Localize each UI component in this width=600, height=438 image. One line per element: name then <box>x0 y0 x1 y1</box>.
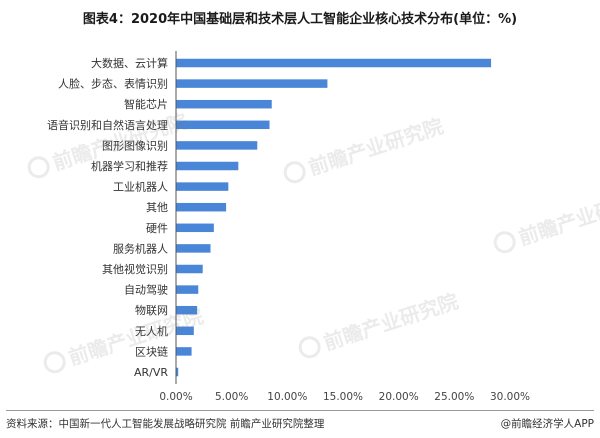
x-tick-label: 25.00% <box>434 391 474 403</box>
bar <box>176 182 229 191</box>
bar <box>176 99 272 109</box>
bar <box>176 58 492 68</box>
x-tick-label: 5.00% <box>215 391 248 403</box>
bar <box>176 161 239 171</box>
bar <box>176 202 227 212</box>
category-label: 语音识别和自然语言处理 <box>47 118 168 132</box>
x-tick-label: 20.00% <box>379 391 419 403</box>
footer-divider <box>6 410 594 411</box>
bars-group <box>176 58 492 377</box>
x-tick-label: 15.00% <box>323 391 363 403</box>
category-label: 服务机器人 <box>113 241 168 255</box>
category-label: 硬件 <box>146 222 168 235</box>
bar <box>176 120 270 130</box>
bar <box>176 305 198 315</box>
bar <box>176 326 194 336</box>
category-label: 区块链 <box>135 344 168 358</box>
bar <box>176 223 214 233</box>
x-tick-labels-group: 0.00% 5.00% 10.00% 15.00% 20.00% 25.00% 30.00% <box>159 391 530 403</box>
category-label: 自动驾驶 <box>124 283 168 297</box>
bar-chart: 大数据、云计算人脸、步态、表情识别智能芯片语音识别和自然语言处理图形图像识别机器… <box>47 51 530 403</box>
category-label: 图形图像识别 <box>102 139 168 152</box>
bar <box>176 264 203 274</box>
category-label: 人脸、步态、表情识别 <box>58 77 168 91</box>
category-label: AR/VR <box>134 366 168 379</box>
x-tick-label: 10.00% <box>267 391 307 403</box>
category-label: 其他视觉识别 <box>102 262 168 276</box>
category-label: 智能芯片 <box>124 97 168 111</box>
chart-title: 图表4：2020年中国基础层和技术层人工智能企业核心技术分布(单位：%) <box>82 12 518 27</box>
category-label: 大数据、云计算 <box>91 56 168 70</box>
bar <box>176 244 211 253</box>
bar <box>176 285 199 294</box>
category-label: 其他 <box>146 201 168 214</box>
x-tick-label: 0.00% <box>159 391 192 403</box>
category-label: 无人机 <box>135 324 168 338</box>
bar <box>176 141 258 150</box>
bar <box>176 367 179 377</box>
bar <box>176 79 328 88</box>
bar <box>176 347 192 356</box>
category-label: 物联网 <box>135 303 168 317</box>
source-note: 资料来源：中国新一代人工智能发展战略研究院 前瞻产业研究院整理 <box>6 418 325 430</box>
x-tick-label: 30.00% <box>490 391 530 403</box>
credit-label: @前瞻经济学人APP <box>500 418 594 430</box>
category-labels-group: 大数据、云计算人脸、步态、表情识别智能芯片语音识别和自然语言处理图形图像识别机器… <box>47 56 168 379</box>
category-label: 机器学习和推荐 <box>91 159 168 173</box>
category-label: 工业机器人 <box>113 180 168 194</box>
